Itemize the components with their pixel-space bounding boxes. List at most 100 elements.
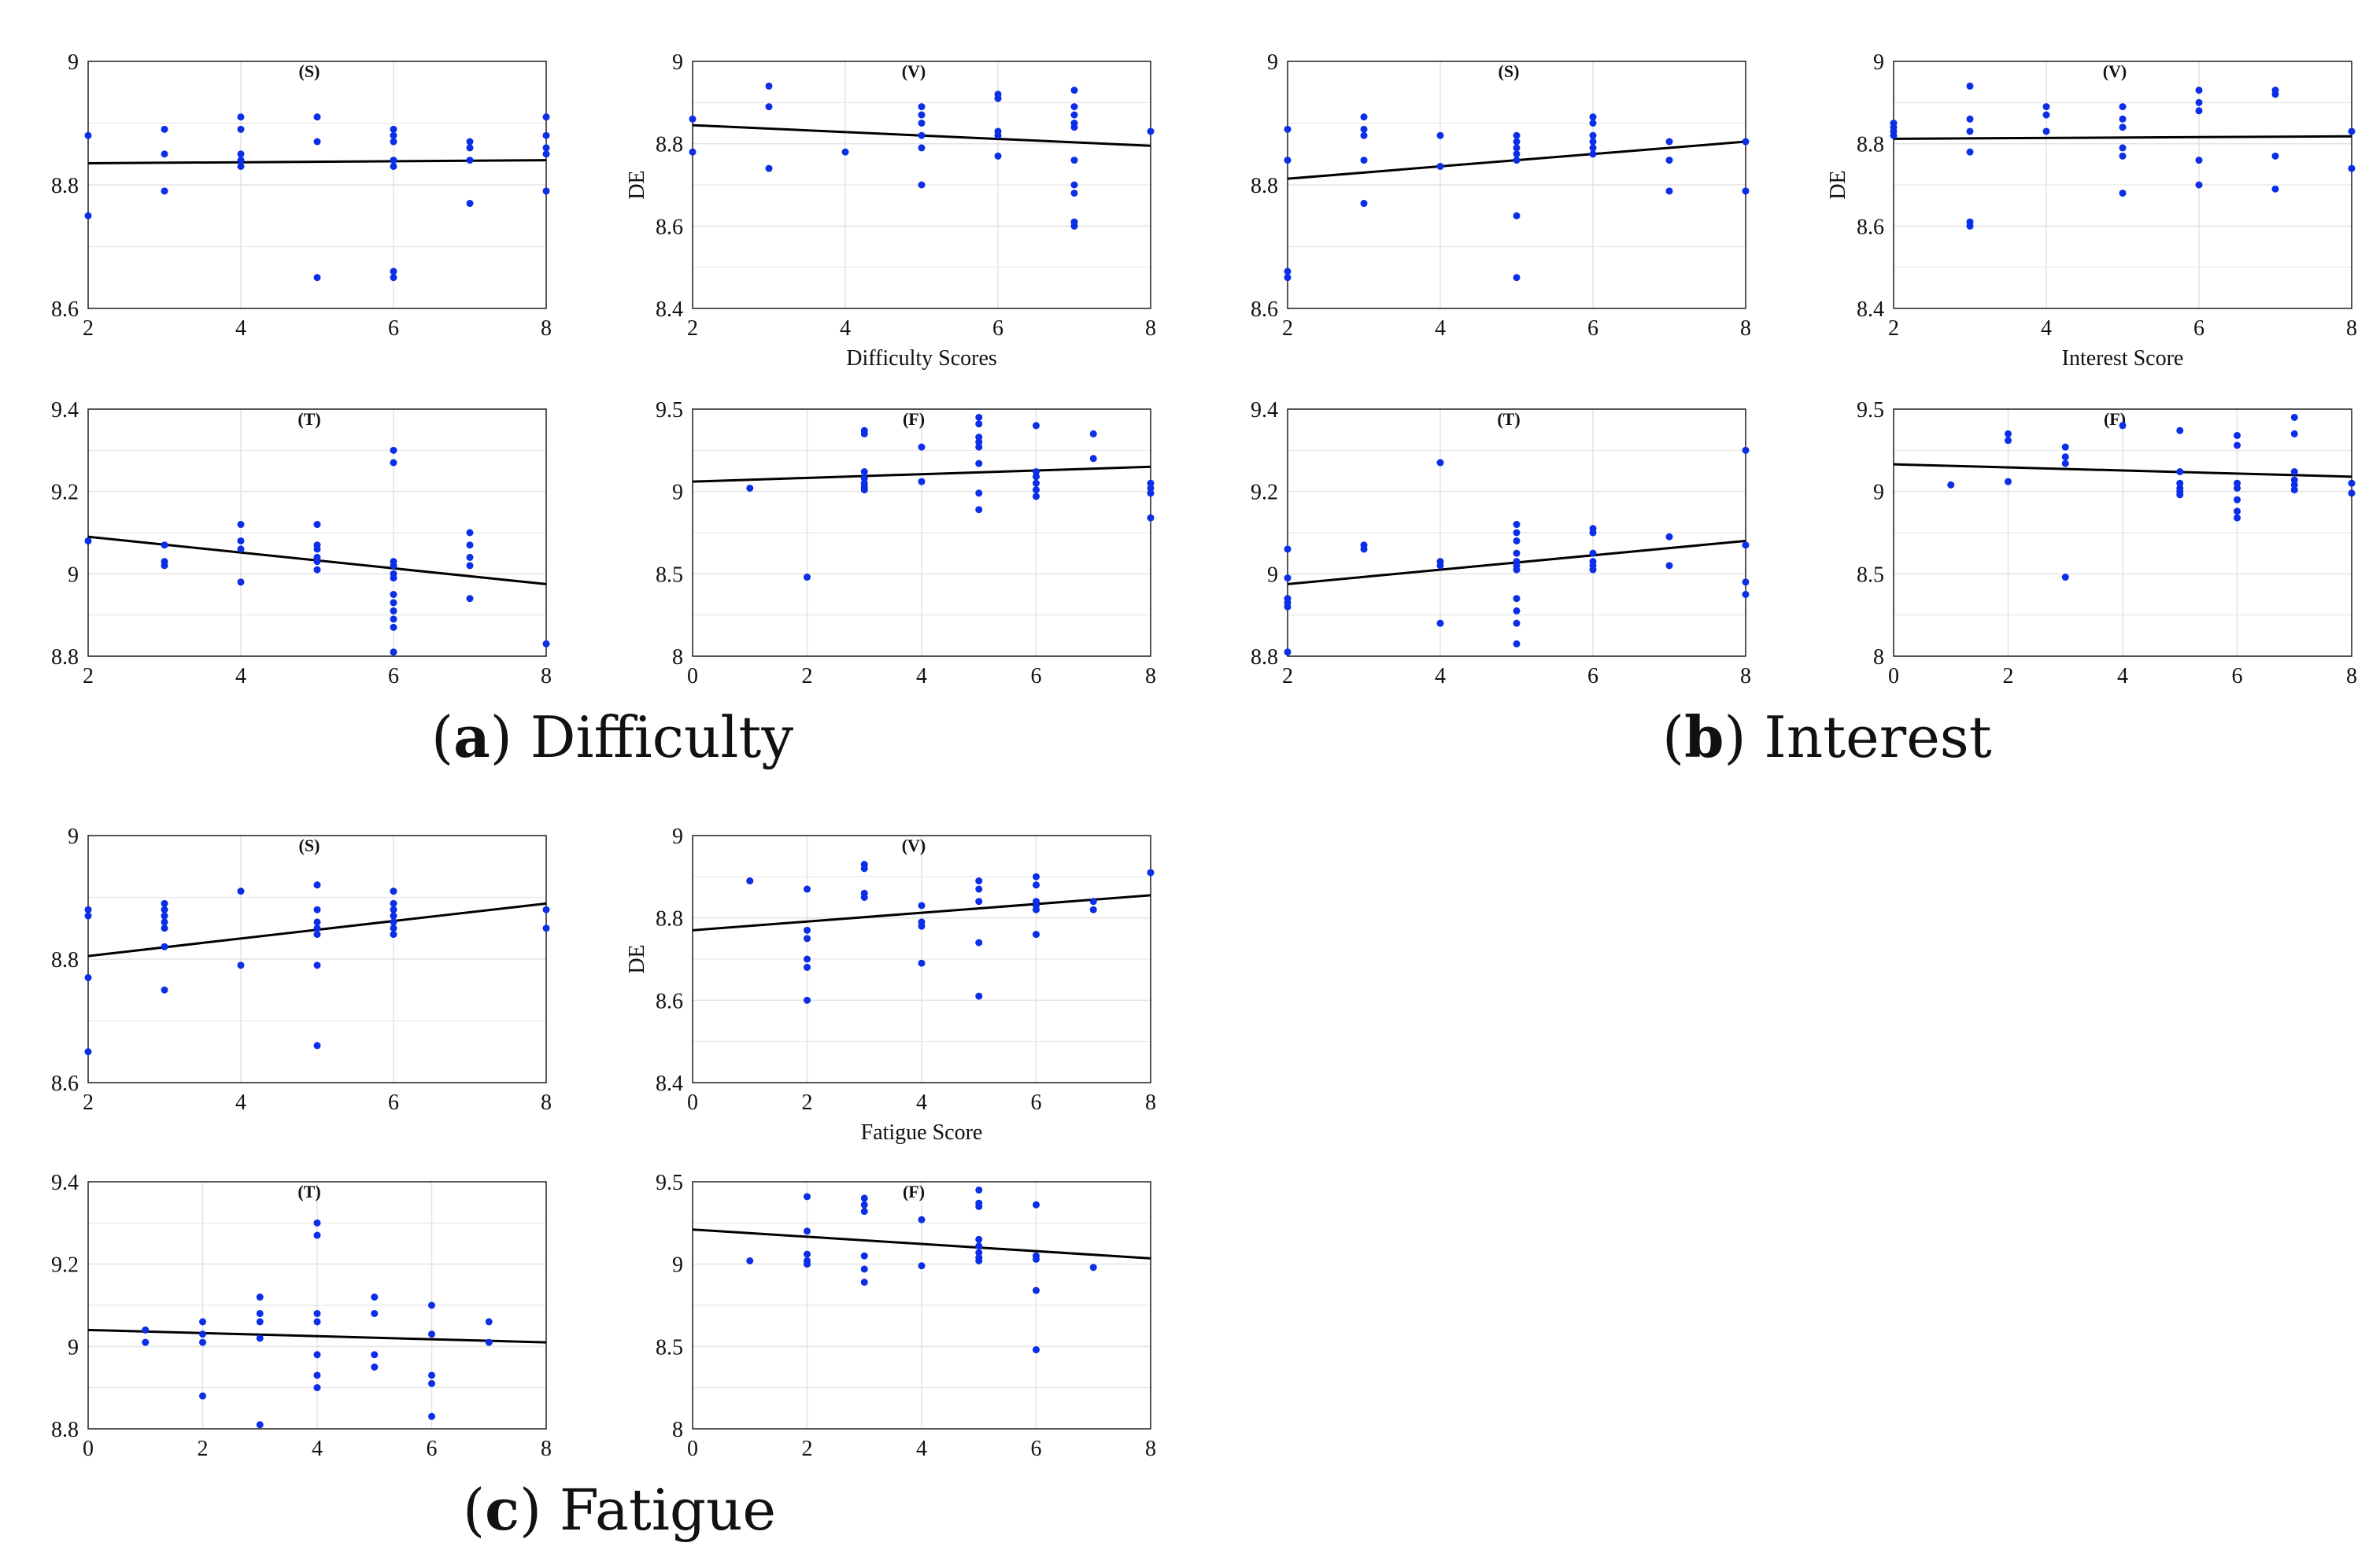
data-point xyxy=(1665,187,1673,195)
axes-box xyxy=(692,1181,1151,1430)
data-point xyxy=(1513,274,1521,282)
data-point xyxy=(542,131,550,139)
data-point xyxy=(84,1048,92,1056)
fit-line xyxy=(87,159,547,165)
x-tick-label: 6 xyxy=(2232,664,2243,688)
data-point xyxy=(313,1318,321,1326)
x-tick-label: 6 xyxy=(388,316,399,341)
data-point xyxy=(2061,459,2069,467)
data-point xyxy=(313,1309,321,1317)
data-point xyxy=(390,459,397,467)
data-point xyxy=(428,1371,435,1379)
data-point xyxy=(2195,181,2203,189)
data-point xyxy=(256,1334,264,1342)
y-tick-label: 9.5 xyxy=(1857,398,1884,423)
data-point xyxy=(1436,619,1444,627)
data-point xyxy=(1947,481,1955,489)
y-tick-label: 8.8 xyxy=(51,645,79,670)
panel-title: (T) xyxy=(298,1182,320,1201)
data-point xyxy=(1284,268,1292,275)
data-point xyxy=(1589,529,1597,537)
data-point xyxy=(765,164,773,172)
data-point xyxy=(975,489,983,497)
data-point xyxy=(2195,107,2203,115)
y-tick-label: 9.2 xyxy=(1251,481,1278,505)
data-point xyxy=(390,268,397,275)
data-point xyxy=(466,200,474,208)
x-tick-label: 4 xyxy=(1435,316,1446,341)
x-tick-label: 4 xyxy=(235,316,246,341)
data-point xyxy=(371,1351,379,1359)
x-tick-label: 8 xyxy=(1740,664,1751,688)
data-point xyxy=(161,906,168,913)
data-point xyxy=(1033,1255,1040,1263)
data-point xyxy=(2234,431,2241,439)
data-point xyxy=(1966,127,1974,135)
data-point xyxy=(390,157,397,164)
data-point xyxy=(1742,187,1750,195)
axes-box xyxy=(87,61,547,309)
x-tick-label: 4 xyxy=(312,1437,323,1461)
data-point xyxy=(860,1252,868,1260)
data-point xyxy=(746,1257,754,1264)
data-point xyxy=(390,623,397,631)
panel-b-F: 0 2 4 6 888.599.5 (F) xyxy=(1857,398,2357,688)
data-point xyxy=(1742,541,1750,549)
data-point xyxy=(1033,468,1040,476)
y-tick-label: 8.8 xyxy=(1251,645,1278,670)
y-axis-label: DE xyxy=(625,944,649,973)
data-point xyxy=(1966,82,1974,90)
x-tick-label: 0 xyxy=(687,1437,698,1461)
x-tick-label: 0 xyxy=(687,1090,698,1115)
axes-box xyxy=(1893,61,2352,309)
data-point xyxy=(804,935,811,943)
data-point xyxy=(804,885,811,893)
x-tick-label: 2 xyxy=(1888,316,1899,341)
data-point xyxy=(918,103,926,111)
x-tick-label: 6 xyxy=(388,664,399,688)
data-point xyxy=(1589,566,1597,574)
data-point xyxy=(1436,131,1444,139)
panel-a-S: 2 4 6 8 8.6 8.8 9 (S) xyxy=(51,50,552,341)
data-point xyxy=(485,1338,493,1346)
data-point xyxy=(2119,124,2127,131)
data-point xyxy=(390,615,397,623)
data-point xyxy=(1513,529,1521,537)
x-tick-label: 8 xyxy=(2346,664,2357,688)
data-point xyxy=(313,545,321,553)
data-point xyxy=(390,562,397,570)
data-point xyxy=(1284,274,1292,282)
data-point xyxy=(918,181,926,189)
data-point xyxy=(371,1364,379,1371)
y-tick-label: 8.4 xyxy=(656,297,683,322)
data-point xyxy=(256,1293,264,1301)
data-point xyxy=(841,148,849,156)
data-point xyxy=(237,113,245,121)
data-point xyxy=(1589,144,1597,152)
y-tick-label: 9.5 xyxy=(656,398,683,423)
data-point xyxy=(237,125,245,133)
data-point xyxy=(313,138,321,146)
data-point xyxy=(390,138,397,146)
data-point xyxy=(1033,931,1040,939)
data-point xyxy=(542,150,550,158)
data-point xyxy=(1360,157,1368,164)
data-point xyxy=(313,521,321,529)
data-point xyxy=(1513,212,1521,220)
data-point xyxy=(975,1257,983,1264)
data-point xyxy=(1890,131,1898,139)
y-tick-label: 9 xyxy=(1873,50,1884,75)
data-point xyxy=(1033,881,1040,889)
axes-box xyxy=(692,408,1151,657)
y-tick-label: 8.6 xyxy=(656,215,683,239)
data-point xyxy=(1513,607,1521,614)
data-point xyxy=(542,640,550,648)
data-point xyxy=(237,537,245,544)
data-point xyxy=(2195,98,2203,106)
x-tick-label: 6 xyxy=(1031,664,1042,688)
data-point xyxy=(1033,906,1040,913)
y-tick-label: 8.6 xyxy=(1857,215,1884,239)
data-point xyxy=(1436,162,1444,170)
data-point xyxy=(1284,603,1292,611)
